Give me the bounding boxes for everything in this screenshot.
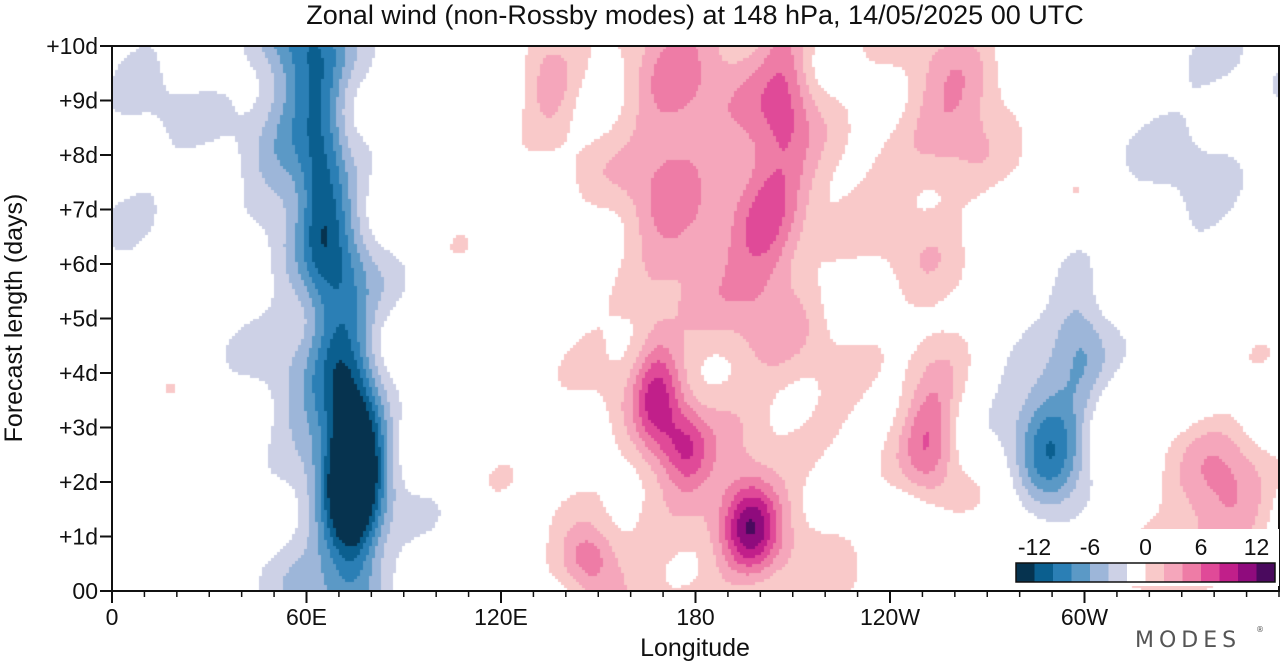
- y-tick-label: +4d: [59, 360, 98, 386]
- y-tick-label: +7d: [59, 197, 98, 223]
- x-tick-label: 120E: [474, 604, 528, 630]
- x-axis: 0 60E 120E 180 120W 60W: [106, 591, 1280, 630]
- x-axis-label: Longitude: [640, 634, 750, 662]
- colorbar-label: 0: [1139, 534, 1152, 560]
- colorbar-label: 6: [1195, 534, 1208, 560]
- colorbar-frame: [1015, 562, 1276, 583]
- y-tick-label: +9d: [59, 88, 98, 114]
- y-axis-label: Forecast length (days): [0, 194, 28, 443]
- colorbar-swatch: [1127, 563, 1146, 582]
- chart-title: Zonal wind (non-Rossby modes) at 148 hPa…: [306, 0, 1083, 30]
- colorbar-swatch: [1256, 563, 1276, 582]
- x-tick-label: 180: [676, 604, 714, 630]
- colorbar-swatch: [1219, 563, 1239, 582]
- y-tick-label: +3d: [59, 415, 98, 441]
- y-tick-label: +6d: [59, 251, 98, 277]
- colorbar-swatch: [1090, 563, 1109, 582]
- colorbar-swatch: [1164, 563, 1183, 582]
- x-tick-label: 60W: [1061, 604, 1109, 630]
- y-tick-label: +10d: [46, 33, 98, 59]
- colorbar-swatch: [1016, 563, 1035, 582]
- x-tick-label: 120W: [860, 604, 920, 630]
- wind-field: [112, 46, 1279, 591]
- x-tick-label: 60E: [286, 604, 327, 630]
- colorbar-swatch: [1053, 563, 1072, 582]
- colorbar-label: -12: [1018, 534, 1051, 560]
- modes-logo-mark: ®: [1256, 625, 1264, 634]
- colorbar-label: 12: [1244, 534, 1270, 560]
- colorbar-swatch: [1182, 563, 1202, 582]
- colorbar: -12 -6 0 6 12: [1012, 529, 1279, 586]
- y-tick-label: 00: [72, 578, 98, 604]
- y-tick-label: +1d: [59, 524, 98, 550]
- colorbar-swatch: [1108, 563, 1128, 582]
- x-tick-label: 0: [106, 604, 119, 630]
- colorbar-swatch: [1201, 563, 1220, 582]
- y-tick-label: +8d: [59, 142, 98, 168]
- colorbar-swatch: [1071, 563, 1091, 582]
- y-axis: 00 +1d +2d +3d +4d +5d +6d +7d +8d +9d +10d: [46, 33, 112, 604]
- colorbar-swatch: [1034, 563, 1054, 582]
- colorbar-label: -6: [1080, 534, 1100, 560]
- modes-logo-text: MODES: [1135, 628, 1241, 653]
- wind-field-image: [112, 46, 1279, 591]
- y-tick-label: +5d: [59, 306, 98, 332]
- modes-logo: MODES ®: [1135, 625, 1264, 653]
- colorbar-swatch: [1238, 563, 1257, 582]
- colorbar-swatch: [1145, 563, 1165, 582]
- y-tick-label: +2d: [59, 469, 98, 495]
